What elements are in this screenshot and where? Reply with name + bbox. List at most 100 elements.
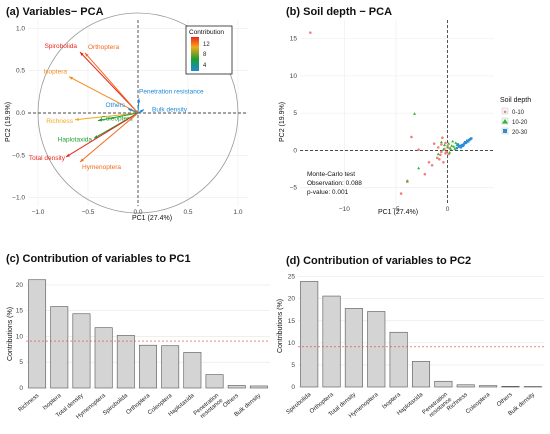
legend-label: 0-10: [512, 110, 525, 116]
contribution-bar: [28, 280, 45, 388]
variable-label: Hymenoptera: [82, 164, 121, 171]
contribution-bar: [412, 361, 429, 387]
panel-a-title: (a) Variables− PCA: [6, 6, 104, 18]
contribution-bar: [250, 386, 267, 388]
panel-c-title: (c) Contribution of variables to PC1: [6, 253, 191, 265]
point-20-30: [456, 147, 458, 149]
panel-d-ylabel: Contributions (%): [277, 299, 284, 353]
pc2-contribution-chart: (d) Contribution of variables to PC2 Con…: [272, 250, 550, 429]
x-tick-label: 0.5: [183, 209, 192, 216]
y-tick-label: −1.0: [12, 195, 25, 202]
annotation-line: p-value: 0.001: [307, 189, 349, 196]
variable-label: Total density: [29, 155, 66, 162]
point-0-10: [424, 173, 427, 176]
point-0-10: [431, 164, 434, 167]
point-0-10: [442, 161, 445, 164]
variable-label: Bulk density: [152, 107, 188, 114]
point-10-20: [450, 144, 453, 147]
contribution-bar: [502, 386, 519, 387]
point-0-10: [440, 151, 443, 154]
contribution-bar: [345, 308, 362, 387]
point-0-10: [437, 146, 440, 149]
point-0-10: [433, 142, 436, 145]
x-tick-label: −10: [339, 206, 350, 213]
y-tick-label: 20: [16, 282, 24, 289]
legend-label: 10-20: [512, 120, 528, 126]
contribution-bar: [479, 386, 496, 387]
variable-label: Isoptera: [44, 69, 68, 76]
point-10-20: [417, 167, 420, 170]
y-tick-label: 20: [288, 296, 296, 303]
y-tick-label: 15: [288, 318, 296, 325]
variable-label: Haplotaxida: [58, 136, 93, 143]
monte-carlo-annotation: Monte-Carlo test Observation: 0.088 p-va…: [307, 171, 362, 196]
point-10-20: [437, 152, 440, 155]
point-0-10: [309, 31, 312, 34]
pc1-contribution-chart: (c) Contribution of variables to PC1 Con…: [0, 250, 272, 429]
y-tick-label: 15: [16, 308, 24, 315]
legend-title: Contribution: [189, 29, 224, 36]
category-label: Coleoptera: [465, 392, 492, 416]
annotation-line: Observation: 0.088: [307, 180, 362, 187]
point-0-10: [445, 151, 448, 154]
category-label: Isoptera: [42, 393, 63, 412]
y-tick-label: 10: [290, 73, 298, 80]
point-0-10: [440, 143, 443, 146]
category-label: Others: [222, 393, 240, 409]
y-tick-label: 0: [293, 147, 297, 154]
point-20-30: [460, 146, 462, 148]
panel-d-title: (d) Contribution of variables to PC2: [286, 255, 471, 267]
legend-label: 20-30: [512, 130, 528, 136]
contribution-bar: [206, 375, 223, 388]
y-tick-label: 0: [291, 384, 295, 391]
point-10-20: [413, 112, 416, 115]
contribution-bar: [228, 385, 245, 388]
point-0-10: [438, 158, 441, 161]
panel-d: (d) Contribution of variables to PC2 Con…: [272, 250, 550, 429]
panel-a-xlabel: PC1 (27.4%): [132, 215, 172, 222]
x-tick-label: −0.5: [82, 209, 95, 216]
y-tick-label: 5: [293, 110, 297, 117]
category-label: Spirobolida: [286, 392, 313, 416]
contribution-bar: [73, 314, 90, 388]
y-tick-label: −0.5: [12, 152, 25, 159]
contribution-bar: [323, 296, 340, 387]
variable-label: Penetration resistance: [139, 89, 204, 96]
y-tick-label: −5: [290, 185, 298, 192]
contribution-legend: Contribution 12 8 4: [186, 26, 232, 74]
variable-label: Orthoptera: [88, 44, 119, 51]
contribution-bar: [368, 312, 385, 387]
category-label: Others: [496, 392, 514, 408]
point-10-20: [451, 140, 454, 143]
contribution-bar: [117, 335, 134, 388]
contribution-bar: [300, 281, 317, 387]
variable-label: Spirobolida: [44, 43, 77, 50]
point-0-10: [441, 136, 444, 139]
point-0-10: [428, 161, 431, 164]
panel-b-xlabel: PC1 (27.4%): [378, 209, 418, 216]
legend-tick: 12: [203, 42, 210, 48]
category-label: Spirobolida: [102, 393, 129, 417]
point-20-30: [470, 137, 472, 139]
point-0-10: [410, 136, 413, 139]
contribution-bar: [51, 307, 68, 388]
point-10-20: [440, 141, 443, 144]
y-tick-label: 0: [19, 385, 23, 392]
loading-arrow: [69, 77, 138, 113]
contribution-bar: [162, 346, 179, 388]
soil-depth-legend: Soil depth ● 0-10 10-20 20-30: [500, 97, 531, 136]
point-10-20: [448, 151, 451, 154]
legend-colorbar: [191, 37, 199, 71]
variable-label: Richness: [46, 118, 73, 125]
contribution-bar: [435, 381, 452, 387]
point-0-10: [400, 192, 403, 195]
y-tick-label: 25: [288, 274, 296, 281]
legend-title: Soil depth: [500, 97, 531, 104]
point-20-30: [457, 143, 459, 145]
x-tick-label: −1.0: [32, 209, 45, 216]
panel-b-title: (b) Soil depth − PCA: [286, 6, 392, 18]
contribution-bar: [184, 352, 201, 388]
y-tick-label: 5: [19, 359, 23, 366]
